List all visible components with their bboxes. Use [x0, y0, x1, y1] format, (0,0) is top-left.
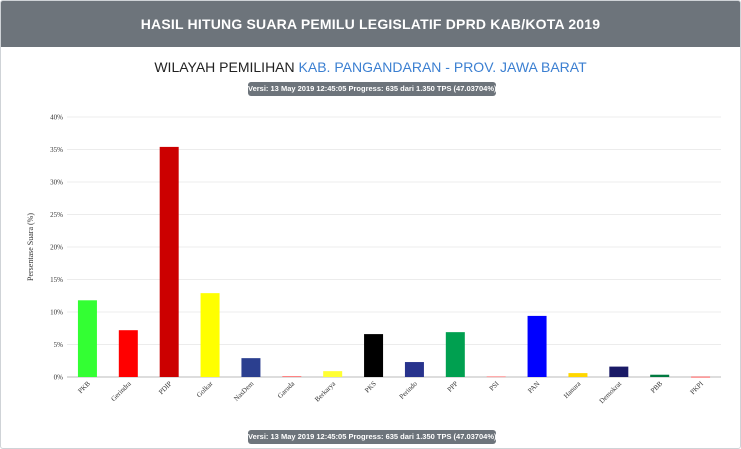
x-tick-label: Berkarya [313, 379, 337, 403]
bar-hanura [568, 373, 588, 377]
version-badge-top: Versi: 13 May 2019 12:45:05 Progress: 63… [248, 82, 496, 96]
x-tick-label: PAN [526, 380, 541, 395]
bar-perindo [404, 362, 424, 377]
bar-pbb [650, 374, 670, 377]
bar-psi [486, 376, 506, 378]
y-tick-label: 10% [50, 309, 63, 317]
bar-berkarya [323, 371, 343, 377]
x-tick-label: Garuda [276, 379, 297, 400]
bar-pdip [159, 146, 179, 377]
bar-ppp [445, 332, 465, 377]
region-prefix: WILAYAH PEMILIHAN [154, 59, 295, 75]
y-axis-title: Persentase Suara (%) [26, 213, 35, 281]
page-title: HASIL HITUNG SUARA PEMILU LEGISLATIF DPR… [140, 16, 601, 32]
x-tick-label: Perindo [398, 379, 419, 400]
bar-gerindra [118, 330, 138, 377]
y-tick-label: 40% [50, 114, 63, 122]
x-tick-label: PPP [446, 380, 460, 394]
x-tick-label: Gerindra [109, 379, 133, 403]
y-tick-label: 35% [50, 146, 63, 154]
bar-pkb [77, 300, 97, 377]
region-link[interactable]: KAB. PANGANDARAN - PROV. JAWA BARAT [298, 59, 587, 75]
y-tick-label: 20% [50, 244, 63, 252]
x-tick-label: PKPI [689, 379, 706, 396]
x-tick-label: PKS [363, 380, 378, 395]
bar-garuda [282, 376, 302, 377]
x-tick-label: Demokrat [598, 380, 623, 405]
bar-pan [527, 315, 547, 377]
y-tick-label: 15% [50, 276, 63, 284]
x-tick-label: PSI [488, 379, 501, 392]
y-tick-label: 30% [50, 179, 63, 187]
x-tick-label: Hanura [562, 379, 583, 400]
region-heading: WILAYAH PEMILIHAN KAB. PANGANDARAN - PRO… [1, 59, 740, 75]
x-tick-label: PDIP [157, 380, 173, 396]
page-header: HASIL HITUNG SUARA PEMILU LEGISLATIF DPR… [1, 1, 740, 47]
x-tick-label: NasDem [232, 379, 255, 402]
x-tick-label: Golkar [195, 379, 215, 399]
y-tick-label: 5% [54, 341, 64, 349]
y-tick-label: 25% [50, 211, 63, 219]
x-tick-label: PBB [649, 380, 664, 395]
bar-golkar [200, 293, 220, 377]
y-tick-label: 0% [54, 374, 64, 382]
bar-nasdem [241, 358, 261, 377]
bar-pks [364, 334, 384, 377]
version-badge-bottom: Versi: 13 May 2019 12:45:05 Progress: 63… [248, 430, 496, 444]
bar-demokrat [609, 366, 629, 377]
x-tick-label: PKB [77, 380, 93, 396]
bar-pkpi [691, 376, 711, 378]
